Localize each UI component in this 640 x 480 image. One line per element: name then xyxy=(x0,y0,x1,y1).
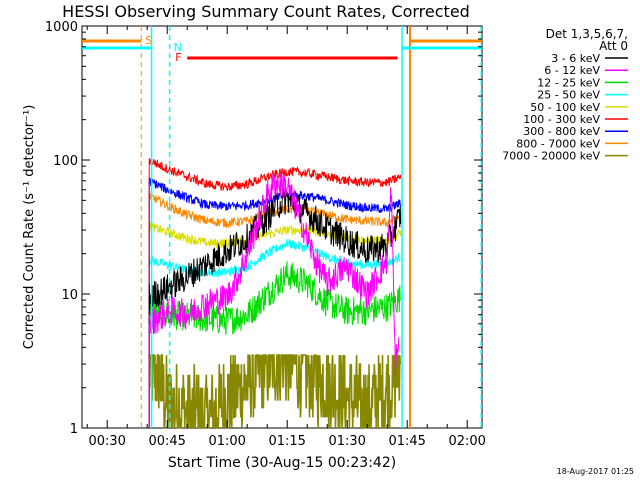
plot-area xyxy=(81,25,483,429)
legend-label: 6 - 12 keV xyxy=(544,64,600,77)
series-layer xyxy=(148,157,402,429)
footer-timestamp: 18-Aug-2017 01:25 xyxy=(557,467,634,476)
legend-label: 100 - 300 keV xyxy=(523,113,600,126)
x-tick-label: 02:00 xyxy=(448,434,485,449)
series-line xyxy=(148,221,402,249)
legend-item: 12 - 25 keV xyxy=(537,76,628,89)
series-line xyxy=(148,261,402,335)
legend-label: 12 - 25 keV xyxy=(537,76,600,89)
x-tick-label: 01:45 xyxy=(388,434,425,449)
x-tick-label: 00:45 xyxy=(148,434,185,449)
y-tick-label: 100 xyxy=(53,154,78,169)
legend-item: 25 - 50 keV xyxy=(537,89,628,102)
series-line xyxy=(148,157,402,192)
series-line xyxy=(148,188,402,310)
legend-item: 3 - 6 keV xyxy=(551,52,628,65)
legend-label: 800 - 7000 keV xyxy=(516,137,600,150)
legend-item: 100 - 300 keV xyxy=(523,113,628,126)
x-tick-label: 01:00 xyxy=(208,434,245,449)
legend-title-line-1: Det 1,3,5,6,7, xyxy=(546,27,628,41)
legend-item: 6 - 12 keV xyxy=(544,64,628,77)
chart-title: HESSI Observing Summary Count Rates, Cor… xyxy=(62,2,470,21)
series-line xyxy=(148,354,401,429)
interval-marker-layer: S NF xyxy=(82,26,482,428)
night-label: N xyxy=(174,41,182,54)
legend-label: 300 - 800 keV xyxy=(523,125,600,138)
legend-label: 7000 - 20000 keV xyxy=(502,150,600,163)
x-axis-label: Start Time (30-Aug-15 00:23:42) xyxy=(168,455,396,471)
series-line xyxy=(148,192,402,229)
plot-frame xyxy=(81,25,483,429)
legend-label: 3 - 6 keV xyxy=(551,52,600,65)
sun-label: S xyxy=(145,34,152,47)
legend-label: 25 - 50 keV xyxy=(537,89,600,102)
legend-item: 800 - 7000 keV xyxy=(516,137,628,150)
series-line xyxy=(148,238,401,278)
series-8 xyxy=(148,354,401,429)
x-tick-label: 01:30 xyxy=(328,434,365,449)
y-tick-label: 1 xyxy=(70,422,78,437)
flare-markers: F xyxy=(175,51,398,64)
series-line xyxy=(148,170,400,377)
flare-label: F xyxy=(175,51,181,64)
axis-layer: 00:30 00:45 01:00 01:15 01:30 01:45 02:00 1 10 10… xyxy=(45,20,486,449)
legend-label: 50 - 100 keV xyxy=(530,101,600,114)
legend-item: 50 - 100 keV xyxy=(530,101,628,114)
y-tick-label: 10 xyxy=(61,288,78,303)
x-tick-label: 00:30 xyxy=(88,434,125,449)
legend-title-line-2: Att 0 xyxy=(599,39,628,53)
y-axis-label: Corrected Count Rate (s⁻¹ detector⁻¹) xyxy=(22,105,37,350)
y-tick-label: 1000 xyxy=(45,20,78,35)
legend-item: 7000 - 20000 keV xyxy=(502,150,628,163)
night-markers: N xyxy=(82,26,482,428)
legend-item: 300 - 800 keV xyxy=(523,125,628,138)
series-1 xyxy=(148,170,400,428)
x-tick-label: 01:15 xyxy=(268,434,305,449)
